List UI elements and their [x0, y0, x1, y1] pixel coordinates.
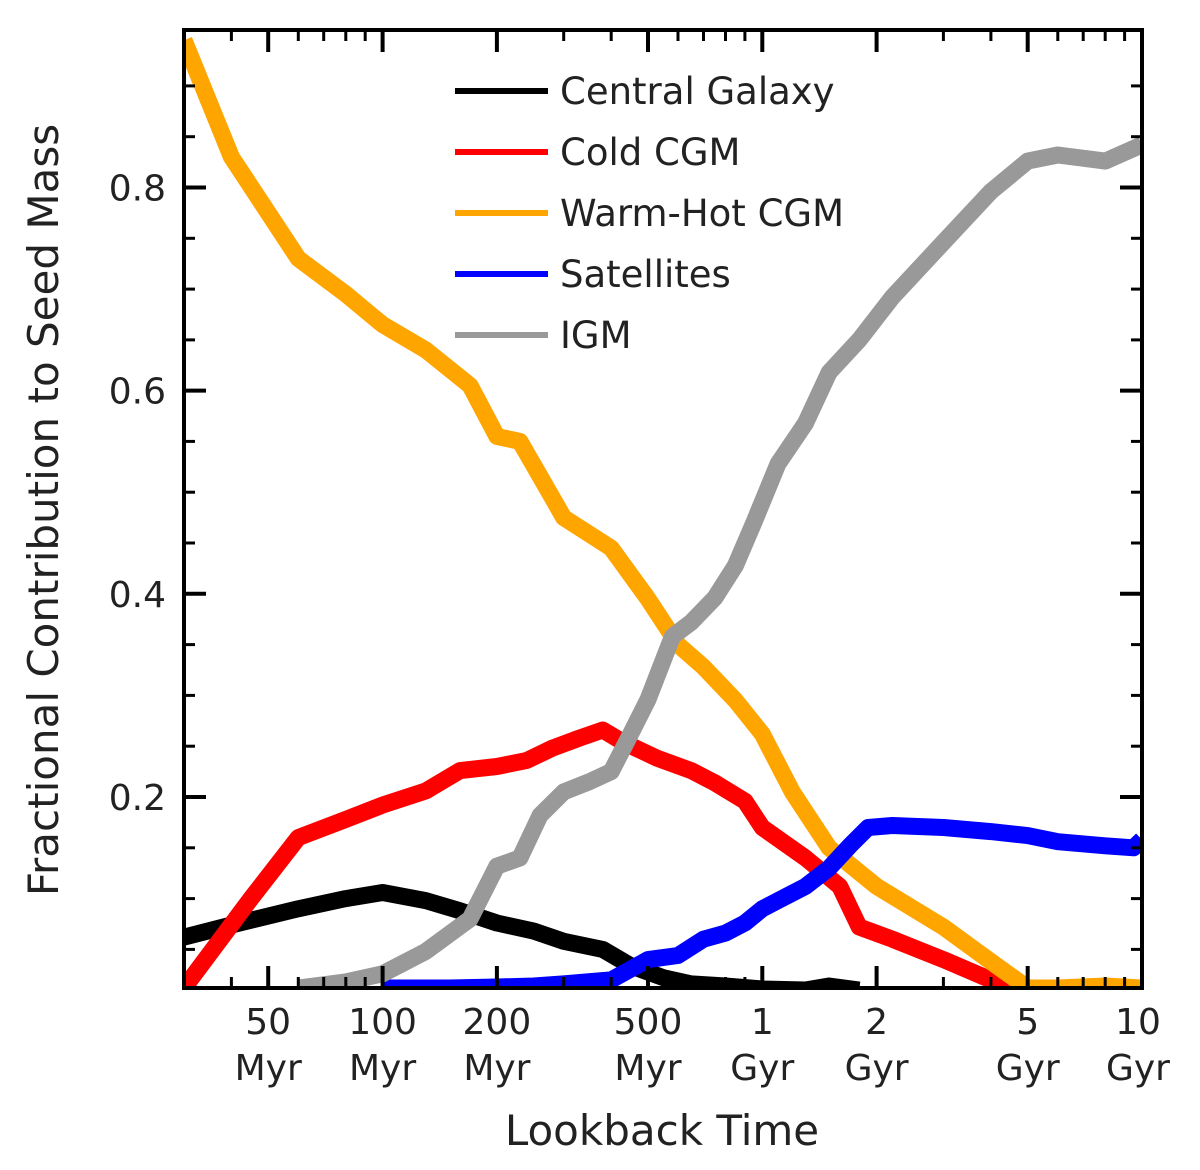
x-tick-label-unit: Gyr: [996, 1048, 1060, 1089]
x-tick-label-unit: Gyr: [845, 1048, 909, 1089]
series-line-igm: [297, 137, 1142, 988]
y-tick-labels: 0.2 0.4 0.6 0.8: [109, 169, 166, 820]
x-axis-label: Lookback Time: [505, 1106, 819, 1155]
x-tick-label-value: 50: [245, 1002, 291, 1043]
x-tick-label-value: 10: [1115, 1002, 1161, 1043]
x-tick-label-value: 200: [463, 1002, 532, 1043]
x-tick-label-value: 100: [348, 1002, 417, 1043]
x-tick-labels: 50 Myr 100 Myr 200 Myr 500 Myr 1 Gyr 2 Gyr 5 Gyr 10 Gyr: [235, 1002, 1171, 1089]
x-tick-label-value: 1: [751, 1002, 774, 1043]
x-tick-label-unit: Myr: [463, 1048, 530, 1089]
legend-label: Satellites: [560, 253, 731, 296]
y-tick-label: 0.4: [109, 575, 166, 616]
x-tick-label-unit: Myr: [235, 1048, 302, 1089]
x-tick-label-value: 5: [1016, 1002, 1039, 1043]
y-tick-label: 0.6: [109, 372, 166, 413]
legend-label: IGM: [560, 314, 632, 357]
series-line-warm-hot-cgm: [184, 37, 1142, 988]
plot-frame: [182, 28, 1144, 990]
x-tick-label-value: 500: [614, 1002, 683, 1043]
x-tick-label-unit: Myr: [614, 1048, 681, 1089]
x-tick-label-unit: Gyr: [1106, 1048, 1170, 1089]
legend-label: Warm-Hot CGM: [560, 192, 844, 235]
x-tick-label-unit: Gyr: [730, 1048, 794, 1089]
legend-label: Cold CGM: [560, 131, 740, 174]
plot-lines: [184, 37, 1142, 988]
x-tick-label-unit: Myr: [349, 1048, 416, 1089]
y-tick-label: 0.8: [109, 169, 166, 210]
x-tick-label-value: 2: [865, 1002, 888, 1043]
legend: Central Galaxy Cold CGM Warm-Hot CGM Satell…: [455, 70, 844, 357]
y-tick-label: 0.2: [109, 778, 166, 819]
y-axis-label: Fractional Contribution to Seed Mass: [19, 124, 68, 896]
legend-label: Central Galaxy: [560, 70, 835, 113]
series-line-central-galaxy: [184, 884, 861, 988]
